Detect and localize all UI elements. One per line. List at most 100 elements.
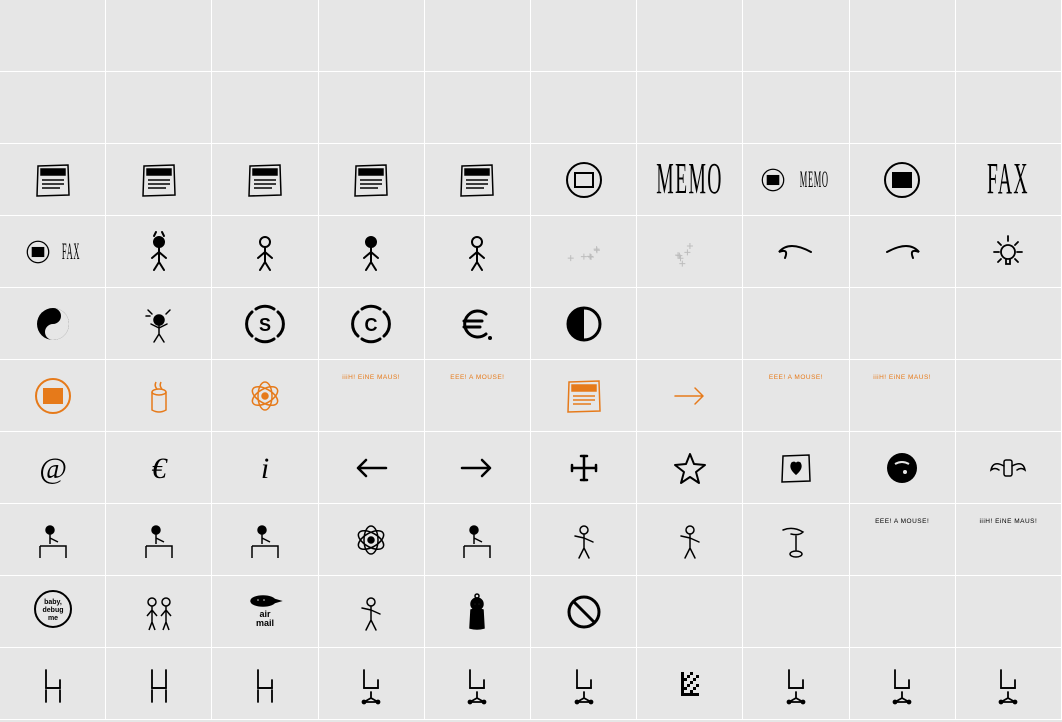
grid-cell-8-4[interactable] xyxy=(425,576,531,648)
grid-cell-4-1[interactable] xyxy=(106,288,212,360)
grid-cell-1-5[interactable] xyxy=(531,72,637,144)
grid-cell-4-3[interactable]: C xyxy=(319,288,425,360)
grid-cell-7-9[interactable]: iiiH! EiNE MAUS! xyxy=(956,504,1062,576)
grid-cell-6-2[interactable]: i xyxy=(212,432,318,504)
grid-cell-9-6[interactable] xyxy=(637,648,743,720)
grid-cell-0-4[interactable] xyxy=(425,0,531,72)
grid-cell-0-0[interactable] xyxy=(0,0,106,72)
grid-cell-2-7[interactable]: MEMO xyxy=(743,144,849,216)
grid-cell-9-4[interactable] xyxy=(425,648,531,720)
grid-cell-4-7[interactable] xyxy=(743,288,849,360)
grid-cell-9-3[interactable] xyxy=(319,648,425,720)
grid-cell-4-5[interactable] xyxy=(531,288,637,360)
grid-cell-3-1[interactable] xyxy=(106,216,212,288)
grid-cell-6-6[interactable] xyxy=(637,432,743,504)
grid-cell-2-6[interactable]: MEMO xyxy=(637,144,743,216)
grid-cell-5-2[interactable] xyxy=(212,360,318,432)
grid-cell-2-4[interactable] xyxy=(425,144,531,216)
grid-cell-9-2[interactable] xyxy=(212,648,318,720)
grid-cell-0-5[interactable] xyxy=(531,0,637,72)
grid-cell-1-6[interactable] xyxy=(637,72,743,144)
grid-cell-5-3[interactable]: iiiH! EiNE MAUS! xyxy=(319,360,425,432)
grid-cell-1-8[interactable] xyxy=(850,72,956,144)
grid-cell-6-4[interactable] xyxy=(425,432,531,504)
grid-cell-8-1[interactable] xyxy=(106,576,212,648)
grid-cell-6-8[interactable] xyxy=(850,432,956,504)
grid-cell-5-6[interactable] xyxy=(637,360,743,432)
grid-cell-3-2[interactable] xyxy=(212,216,318,288)
grid-cell-1-4[interactable] xyxy=(425,72,531,144)
grid-cell-7-7[interactable] xyxy=(743,504,849,576)
grid-cell-7-4[interactable] xyxy=(425,504,531,576)
grid-cell-8-2[interactable]: air mail xyxy=(212,576,318,648)
grid-cell-6-9[interactable] xyxy=(956,432,1062,504)
grid-cell-2-3[interactable] xyxy=(319,144,425,216)
grid-cell-0-8[interactable] xyxy=(850,0,956,72)
grid-cell-8-9[interactable] xyxy=(956,576,1062,648)
grid-cell-5-9[interactable] xyxy=(956,360,1062,432)
grid-cell-9-7[interactable] xyxy=(743,648,849,720)
grid-cell-9-5[interactable] xyxy=(531,648,637,720)
grid-cell-9-1[interactable] xyxy=(106,648,212,720)
grid-cell-3-4[interactable] xyxy=(425,216,531,288)
grid-cell-0-6[interactable] xyxy=(637,0,743,72)
grid-cell-5-7[interactable]: EEE! A MOUSE! xyxy=(743,360,849,432)
grid-cell-7-2[interactable] xyxy=(212,504,318,576)
grid-cell-1-9[interactable] xyxy=(956,72,1062,144)
grid-cell-5-0[interactable] xyxy=(0,360,106,432)
grid-cell-8-0[interactable]: baby, debug me xyxy=(0,576,106,648)
grid-cell-5-8[interactable]: iiiH! EiNE MAUS! xyxy=(850,360,956,432)
grid-cell-2-0[interactable] xyxy=(0,144,106,216)
grid-cell-7-1[interactable] xyxy=(106,504,212,576)
grid-cell-2-8[interactable] xyxy=(850,144,956,216)
grid-cell-0-1[interactable] xyxy=(106,0,212,72)
grid-cell-9-9[interactable] xyxy=(956,648,1062,720)
grid-cell-1-3[interactable] xyxy=(319,72,425,144)
grid-cell-6-1[interactable]: € xyxy=(106,432,212,504)
grid-cell-0-2[interactable] xyxy=(212,0,318,72)
grid-cell-9-8[interactable] xyxy=(850,648,956,720)
grid-cell-3-7[interactable] xyxy=(743,216,849,288)
grid-cell-7-5[interactable] xyxy=(531,504,637,576)
grid-cell-6-7[interactable] xyxy=(743,432,849,504)
grid-cell-5-1[interactable] xyxy=(106,360,212,432)
grid-cell-6-5[interactable] xyxy=(531,432,637,504)
grid-cell-7-0[interactable] xyxy=(0,504,106,576)
grid-cell-8-7[interactable] xyxy=(743,576,849,648)
grid-cell-4-0[interactable] xyxy=(0,288,106,360)
grid-cell-5-5[interactable] xyxy=(531,360,637,432)
grid-cell-7-3[interactable] xyxy=(319,504,425,576)
grid-cell-4-6[interactable] xyxy=(637,288,743,360)
grid-cell-1-1[interactable] xyxy=(106,72,212,144)
grid-cell-1-2[interactable] xyxy=(212,72,318,144)
grid-cell-4-8[interactable] xyxy=(850,288,956,360)
grid-cell-8-3[interactable] xyxy=(319,576,425,648)
grid-cell-1-7[interactable] xyxy=(743,72,849,144)
grid-cell-3-0[interactable]: FAX xyxy=(0,216,106,288)
grid-cell-4-4[interactable] xyxy=(425,288,531,360)
grid-cell-8-5[interactable] xyxy=(531,576,637,648)
grid-cell-5-4[interactable]: EEE! A MOUSE! xyxy=(425,360,531,432)
grid-cell-3-6[interactable] xyxy=(637,216,743,288)
grid-cell-3-5[interactable] xyxy=(531,216,637,288)
grid-cell-2-9[interactable]: FAX xyxy=(956,144,1062,216)
grid-cell-3-9[interactable] xyxy=(956,216,1062,288)
grid-cell-1-0[interactable] xyxy=(0,72,106,144)
grid-cell-8-8[interactable] xyxy=(850,576,956,648)
grid-cell-0-7[interactable] xyxy=(743,0,849,72)
grid-cell-0-9[interactable] xyxy=(956,0,1062,72)
grid-cell-7-6[interactable] xyxy=(637,504,743,576)
grid-cell-4-9[interactable] xyxy=(956,288,1062,360)
grid-cell-2-2[interactable] xyxy=(212,144,318,216)
grid-cell-2-1[interactable] xyxy=(106,144,212,216)
grid-cell-8-6[interactable] xyxy=(637,576,743,648)
grid-cell-0-3[interactable] xyxy=(319,0,425,72)
grid-cell-4-2[interactable]: S xyxy=(212,288,318,360)
grid-cell-3-8[interactable] xyxy=(850,216,956,288)
grid-cell-3-3[interactable] xyxy=(319,216,425,288)
grid-cell-9-0[interactable] xyxy=(0,648,106,720)
grid-cell-7-8[interactable]: EEE! A MOUSE! xyxy=(850,504,956,576)
grid-cell-6-3[interactable] xyxy=(319,432,425,504)
grid-cell-2-5[interactable] xyxy=(531,144,637,216)
grid-cell-6-0[interactable]: @ xyxy=(0,432,106,504)
